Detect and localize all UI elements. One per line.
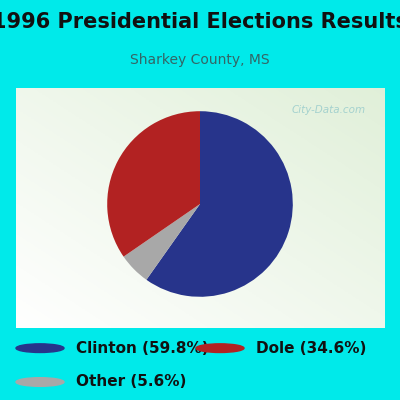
Text: City-Data.com: City-Data.com bbox=[292, 105, 366, 115]
Text: Clinton (59.8%): Clinton (59.8%) bbox=[76, 341, 209, 356]
Circle shape bbox=[16, 378, 64, 386]
Circle shape bbox=[16, 344, 64, 352]
Circle shape bbox=[196, 344, 244, 352]
Wedge shape bbox=[146, 111, 293, 297]
Text: Sharkey County, MS: Sharkey County, MS bbox=[130, 53, 270, 67]
Text: 1996 Presidential Elections Results: 1996 Presidential Elections Results bbox=[0, 12, 400, 32]
Wedge shape bbox=[107, 111, 200, 257]
Wedge shape bbox=[124, 204, 200, 280]
Text: Dole (34.6%): Dole (34.6%) bbox=[256, 341, 366, 356]
Text: Other (5.6%): Other (5.6%) bbox=[76, 374, 186, 390]
